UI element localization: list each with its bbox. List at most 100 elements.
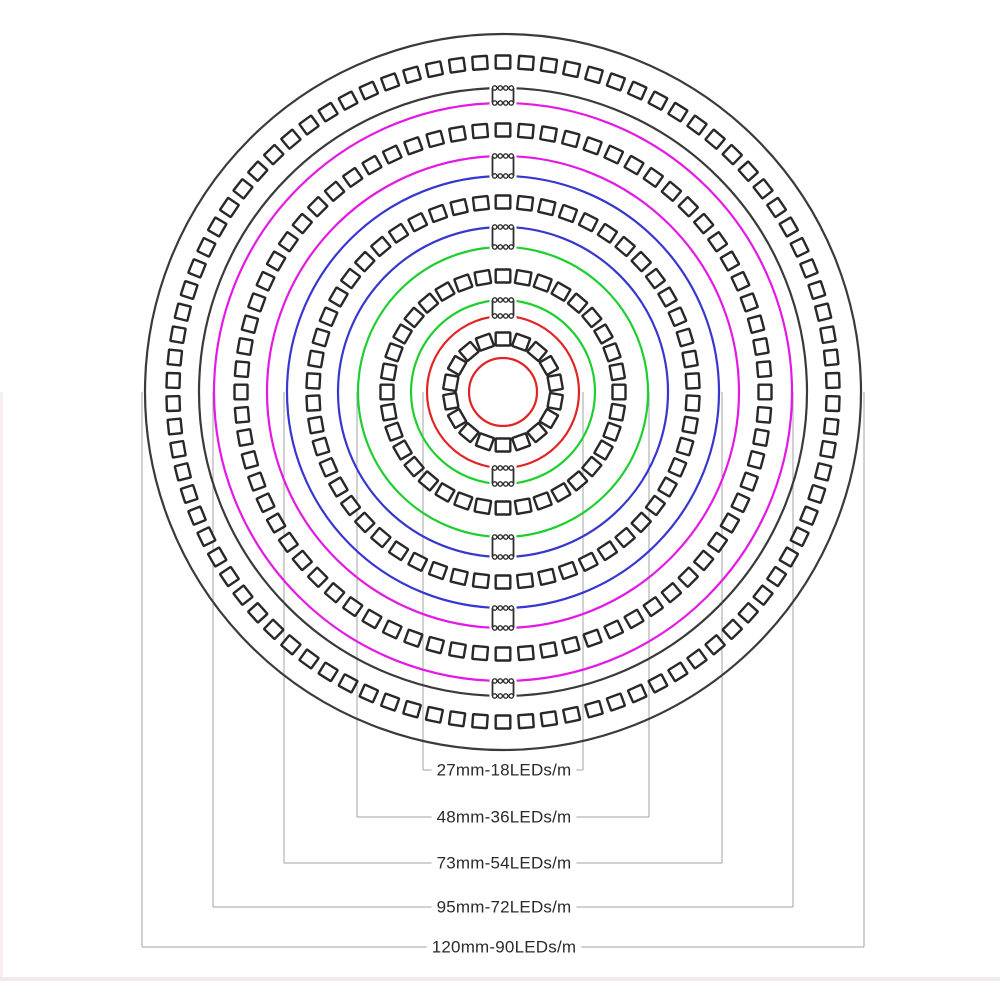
- led-chip: [471, 122, 490, 140]
- led-chip-body: [550, 482, 572, 503]
- led-chip: [608, 362, 626, 382]
- led-chip-body: [169, 439, 187, 459]
- led-chip: [667, 457, 688, 478]
- ring-label-27mm: 27mm-18LEDs/m: [437, 761, 572, 780]
- solder-pad-pin: [491, 481, 498, 487]
- ring-label-120mm: 120mm-90LEDs/m: [432, 938, 577, 957]
- photo-edge-artifact-left: [0, 392, 3, 980]
- led-chip-body: [693, 212, 715, 235]
- led-chip-body: [311, 327, 331, 348]
- led-chips: [442, 331, 564, 453]
- led-chip-body: [265, 250, 287, 272]
- led-chip: [721, 144, 743, 166]
- led-chip: [730, 270, 751, 292]
- led-chip: [824, 394, 841, 413]
- led-chip: [546, 373, 564, 393]
- led-chip-body: [562, 705, 582, 724]
- led-chip: [642, 166, 664, 188]
- solder-pad-pin: [497, 554, 504, 560]
- led-chip: [581, 455, 603, 478]
- led-chip-body: [766, 196, 787, 219]
- solder-pad-pin: [497, 244, 504, 250]
- led-chip: [384, 421, 404, 442]
- led-chip: [494, 714, 512, 730]
- led-chip-body: [707, 231, 729, 253]
- led-chip: [380, 402, 398, 422]
- led-chip: [291, 212, 313, 235]
- led-chip-body: [644, 267, 666, 290]
- led-chip-body: [584, 699, 604, 719]
- solder-pad-pin: [491, 465, 498, 471]
- led-chip: [494, 54, 512, 70]
- led-chip: [614, 527, 636, 549]
- led-chip-body: [403, 628, 424, 648]
- led-chip-body: [614, 235, 636, 257]
- led-chip-body: [546, 391, 564, 411]
- led-chip: [361, 608, 383, 630]
- led-chip-body: [494, 268, 512, 284]
- led-chip: [608, 402, 626, 422]
- led-chip: [737, 160, 759, 182]
- led-chip: [247, 471, 267, 492]
- led-chip: [424, 705, 444, 724]
- led-chip-body: [824, 394, 841, 413]
- led-chip-body: [526, 422, 548, 444]
- led-chip: [778, 546, 799, 568]
- solder-pad-pin: [502, 297, 509, 303]
- led-chip: [538, 408, 560, 429]
- led-chip-body: [657, 286, 678, 308]
- led-chip: [822, 348, 840, 367]
- led-chip: [561, 635, 581, 655]
- led-chip-body: [370, 527, 392, 549]
- led-chip: [232, 584, 254, 606]
- led-chip-body: [539, 641, 558, 659]
- ring-label-background: [431, 852, 577, 874]
- led-ring-27mm: [425, 314, 581, 470]
- ring-outer-edge-circle: [212, 101, 794, 683]
- led-chip-body: [403, 455, 425, 478]
- led-chip: [169, 439, 187, 459]
- led-chip: [630, 250, 652, 273]
- led-chip: [196, 526, 217, 548]
- led-chip-body: [789, 236, 810, 258]
- led-chip-body: [471, 572, 491, 590]
- led-chip-body: [677, 566, 699, 588]
- solder-pad-pin: [491, 224, 498, 230]
- led-chip-body: [448, 641, 467, 659]
- led-chip-body: [684, 394, 701, 412]
- led-chip-body: [407, 551, 429, 572]
- led-chip: [448, 641, 467, 659]
- led-chip: [577, 212, 599, 233]
- led-chip: [247, 602, 269, 624]
- led-chip-body: [169, 325, 187, 345]
- led-chip-body: [684, 372, 701, 390]
- ring-label-48mm: 48mm-36LEDs/m: [437, 808, 572, 827]
- led-chip-body: [307, 349, 325, 369]
- led-chip-body: [608, 362, 626, 382]
- led-chip: [681, 349, 699, 369]
- led-chip: [647, 90, 669, 111]
- led-chip-body: [539, 710, 559, 728]
- led-chip-body: [328, 476, 349, 498]
- solder-pad-pin: [502, 465, 509, 471]
- led-chip: [494, 646, 512, 662]
- led-chip-body: [730, 492, 751, 514]
- led-chip-body: [814, 302, 833, 322]
- solder-pad-pin: [508, 224, 515, 230]
- led-chip: [513, 269, 533, 287]
- led-chip: [494, 122, 512, 138]
- led-chip: [526, 422, 548, 444]
- led-chip-body: [667, 661, 689, 683]
- led-chip-body: [179, 484, 199, 504]
- led-chip: [611, 383, 627, 401]
- led-chip-body: [605, 692, 626, 712]
- led-chip: [704, 128, 726, 150]
- connector-block-top-95mm: [489, 84, 517, 107]
- led-chip: [236, 428, 254, 447]
- led-chip: [277, 531, 299, 553]
- led-chip: [494, 437, 512, 453]
- ring-outer-edge-circle: [143, 32, 863, 752]
- led-ring-73mm: [285, 174, 721, 610]
- led-chip-body: [219, 565, 240, 588]
- solder-pad-pin: [491, 678, 498, 684]
